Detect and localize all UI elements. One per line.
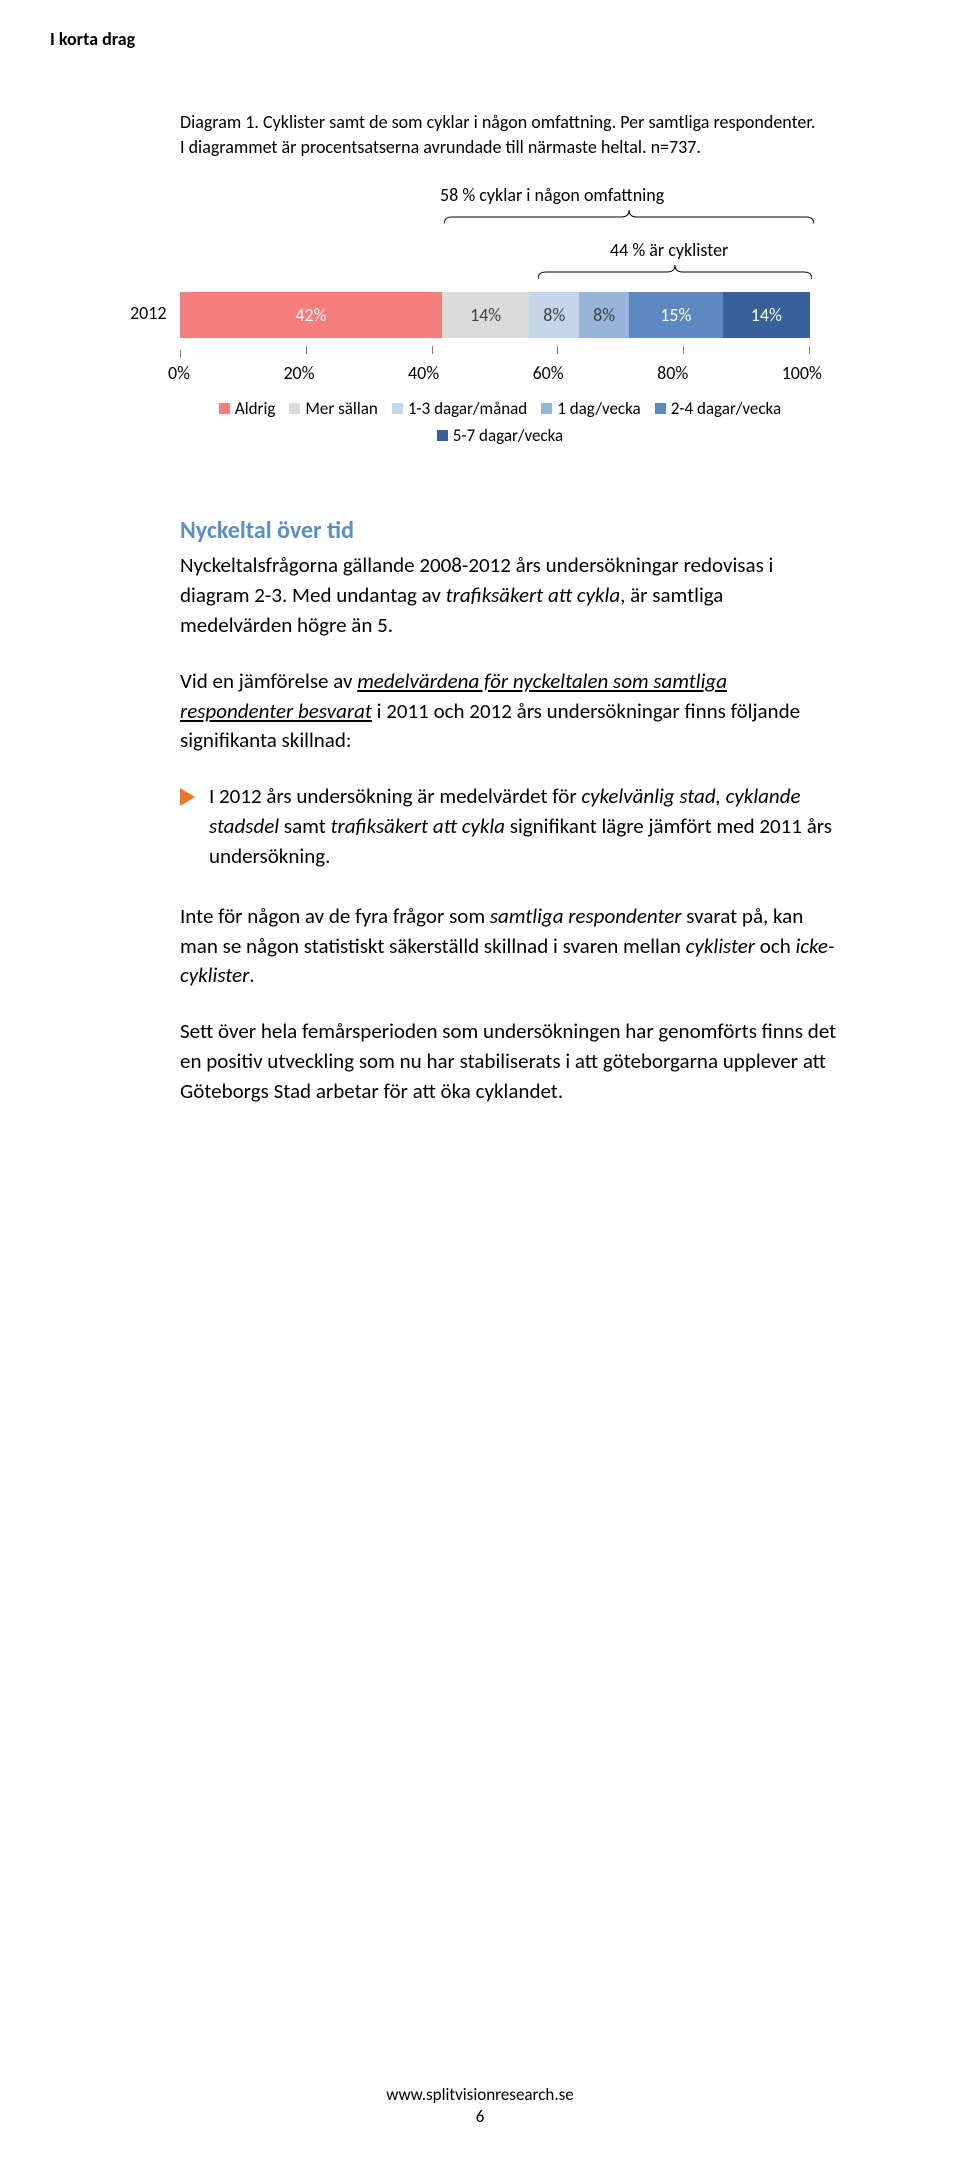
legend-label: Mer sällan [305, 398, 377, 419]
paragraph-1: Nyckeltalsfrågorna gällande 2008-2012 år… [180, 551, 840, 640]
axis-tick-label: 20% [283, 362, 314, 384]
bar-year-label: 2012 [130, 302, 167, 324]
bar-segment: 8% [579, 292, 629, 338]
axis-tick-label: 100% [782, 362, 822, 384]
legend-swatch [289, 403, 300, 414]
bar-segment: 8% [529, 292, 579, 338]
annotation-58pct: 58 % cyklar i någon omfattning [440, 184, 820, 206]
axis-tick-label: 60% [533, 362, 564, 384]
bar-segment: 42% [180, 292, 442, 338]
diagram-caption: Diagram 1. Cyklister samt de som cyklar … [180, 110, 840, 160]
bar-segment: 14% [723, 292, 810, 338]
chart-legend: Aldrig Mer sällan 1-3 dagar/månad 1 dag/vec… [180, 398, 820, 446]
axis-tick-label: 80% [657, 362, 688, 384]
legend-swatch [392, 403, 403, 414]
stacked-bar-chart: 58 % cyklar i någon omfattning 44 % är c… [180, 184, 820, 446]
legend-swatch [541, 403, 552, 414]
legend-label: 1 dag/vecka [557, 398, 640, 419]
x-axis [180, 350, 810, 358]
legend-swatch [437, 430, 448, 441]
heading-nyckeltal: Nyckeltal över tid [180, 516, 840, 545]
paragraph-3: Inte för någon av de fyra frågor som sam… [180, 902, 840, 991]
legend-item: 1 dag/vecka [541, 398, 640, 419]
diagram-caption-line2: I diagrammet är procentsatserna avrundad… [180, 136, 701, 158]
legend-label: Aldrig [235, 398, 276, 419]
bullet-text: I 2012 års undersökning är medelvärdet f… [209, 782, 840, 871]
legend-label: 1-3 dagar/månad [408, 398, 527, 419]
paragraph-2: Vid en jämförelse av medelvärdena för ny… [180, 667, 840, 756]
annotation-44pct: 44 % är cyklister [610, 239, 820, 261]
legend-label: 5-7 dagar/vecka [453, 425, 563, 446]
paragraph-4: Sett över hela femårsperioden som unders… [180, 1017, 840, 1106]
legend-item: 5-7 dagar/vecka [437, 425, 563, 446]
legend-swatch [219, 403, 230, 414]
x-axis-labels: 0% 20% 40% 60% 80% 100% [168, 362, 822, 384]
brace-mid [538, 265, 812, 279]
legend-swatch [655, 403, 666, 414]
triangle-bullet-icon [180, 788, 195, 806]
axis-tick-label: 0% [168, 362, 190, 384]
legend-item: Mer sällan [289, 398, 377, 419]
legend-item: Aldrig [219, 398, 276, 419]
axis-tick-label: 40% [408, 362, 439, 384]
page-footer: www.splitvisionresearch.se 6 [0, 2084, 960, 2128]
section-header: I korta drag [50, 28, 135, 50]
footer-url: www.splitvisionresearch.se [386, 2084, 574, 2105]
stacked-bar: 42%14%8%8%15%14% [180, 292, 810, 338]
footer-page-number: 6 [476, 2106, 485, 2127]
legend-item: 1-3 dagar/månad [392, 398, 527, 419]
bar-row: 2012 42%14%8%8%15%14% [180, 292, 820, 338]
bar-segment: 15% [629, 292, 723, 338]
bar-segment: 14% [442, 292, 529, 338]
legend-item: 2-4 dagar/vecka [655, 398, 781, 419]
legend-label: 2-4 dagar/vecka [671, 398, 781, 419]
brace-top [444, 210, 814, 224]
bullet-item: I 2012 års undersökning är medelvärdet f… [180, 782, 840, 871]
diagram-caption-line1: Diagram 1. Cyklister samt de som cyklar … [180, 111, 815, 133]
